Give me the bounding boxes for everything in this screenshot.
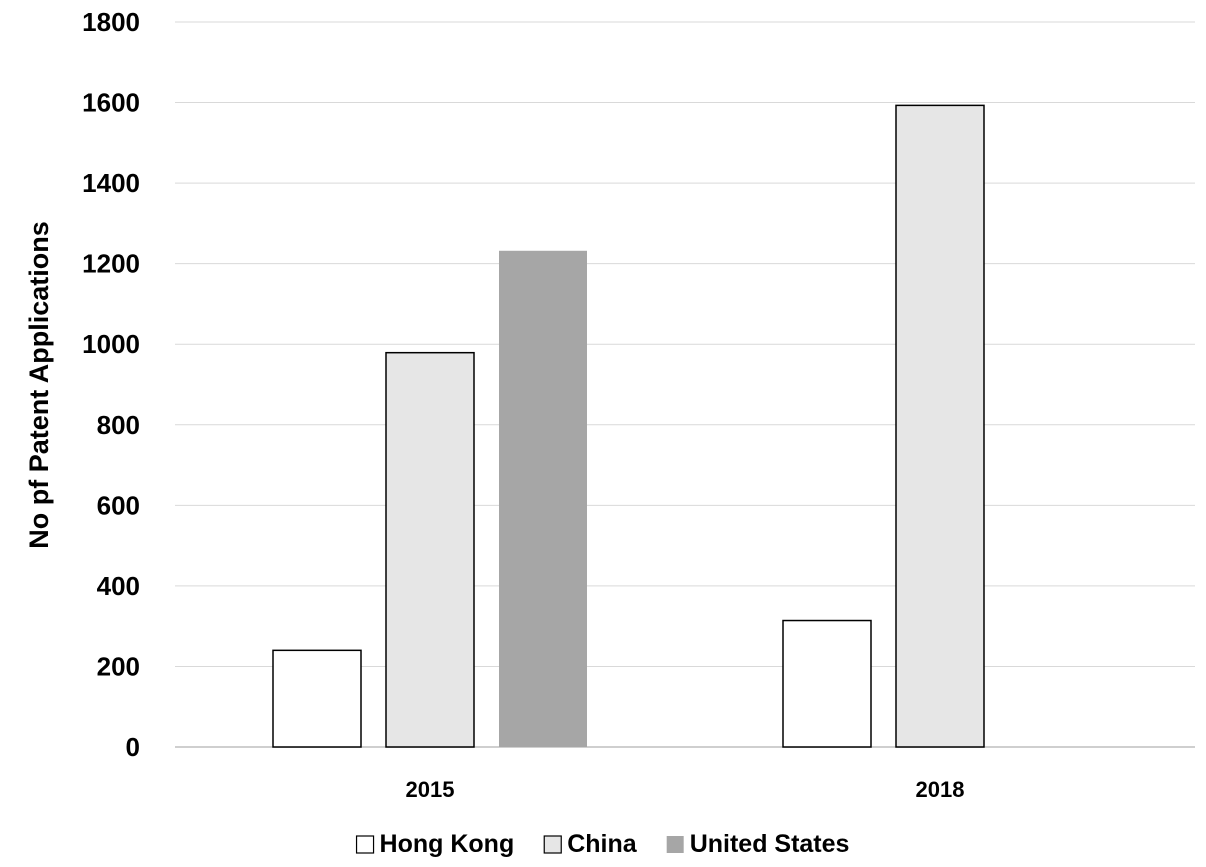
y-tick-label: 200 xyxy=(97,651,140,681)
y-axis-title: No pf Patent Applications xyxy=(24,221,54,549)
x-tick-label: 2015 xyxy=(406,777,455,802)
y-tick-label: 1600 xyxy=(82,88,140,118)
x-axis-ticks: 2015 2018 xyxy=(406,777,965,802)
bar-united-states-2015 xyxy=(499,250,587,747)
bar-hong-kong-2018 xyxy=(782,619,872,748)
y-tick-label: 1200 xyxy=(82,249,140,279)
legend-label-united-states: United States xyxy=(690,830,850,858)
y-tick-label: 1400 xyxy=(82,168,140,198)
x-tick-label: 2018 xyxy=(916,777,965,802)
y-tick-label: 1800 xyxy=(82,7,140,37)
y-tick-label: 0 xyxy=(126,732,140,762)
y-tick-label: 1000 xyxy=(82,329,140,359)
legend: Hong Kong China United States xyxy=(355,830,850,858)
y-axis-ticks: 0 200 400 600 800 1000 1200 1400 1600 1800 xyxy=(82,7,140,762)
y-tick-label: 600 xyxy=(97,490,140,520)
bar-china-2018 xyxy=(895,104,985,748)
legend-swatch-united-states xyxy=(666,836,684,853)
gridlines xyxy=(175,21,1195,748)
legend-swatch-hong-kong xyxy=(355,835,375,854)
bars xyxy=(272,104,985,748)
y-tick-label: 400 xyxy=(97,571,140,601)
bar-hong-kong-2015 xyxy=(272,649,362,748)
legend-label-china: China xyxy=(567,830,638,858)
bar-china-2015 xyxy=(385,351,475,748)
y-tick-label: 800 xyxy=(97,410,140,440)
legend-swatch-china xyxy=(543,835,562,854)
legend-label-hong-kong: Hong Kong xyxy=(380,830,515,858)
